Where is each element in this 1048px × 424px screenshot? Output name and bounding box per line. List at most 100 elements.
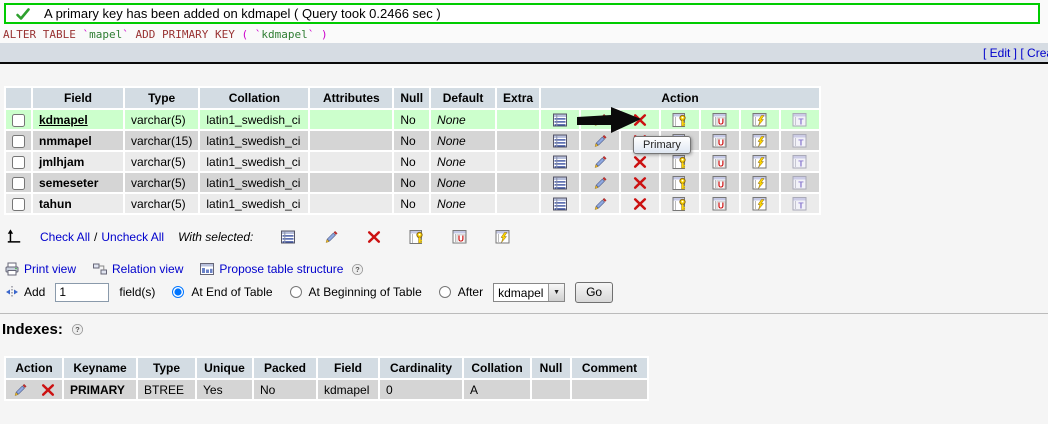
header-type: Type [138,358,195,378]
add-field-bar: Add field(s) At End of Table At Beginnin… [4,281,614,303]
primary-icon[interactable] [672,112,688,128]
select-dropdown-arrow-icon: ▼ [548,283,565,301]
selected-field-value: kdmapel [498,285,544,300]
row-checkbox[interactable] [12,134,25,148]
after-field-select[interactable]: kdmapel ▼ [493,282,566,302]
browse-icon[interactable] [280,229,296,245]
browse-icon[interactable] [552,175,568,191]
change-icon[interactable] [323,229,339,245]
field-extra [497,152,540,171]
index-icon[interactable] [752,175,768,191]
drop-icon[interactable] [632,196,648,212]
primary-icon[interactable] [672,196,688,212]
primary-icon[interactable] [672,175,688,191]
index-icon[interactable] [495,229,511,245]
sql-token: ALTER TABLE [3,28,83,41]
query-links: [ Edit ] [ Create PHP Code ] [983,46,1048,60]
field-null: No [394,173,430,192]
unique-icon[interactable] [712,196,728,212]
index-packed: No [254,380,316,399]
index-cardinality: 0 [380,380,462,399]
unique-icon[interactable] [452,229,468,245]
table-row-kdmapel: kdmapel varchar(5) latin1_swedish_ci No … [6,110,820,129]
header-default: Default [431,88,496,108]
relation-view-link[interactable]: Relation view [112,262,184,276]
fulltext-icon [792,175,808,191]
create-php-code-link[interactable]: [ Create PHP Code ] [1020,46,1048,60]
drop-icon[interactable] [366,229,382,245]
field-name: jmlhjam [33,152,123,171]
add-label: Add [24,285,46,299]
at-beginning-label: At Beginning of Table [308,285,422,299]
header-collation: Collation [200,88,309,108]
change-icon[interactable] [592,154,608,170]
browse-icon[interactable] [552,196,568,212]
field-attributes [310,110,393,129]
browse-icon[interactable] [552,154,568,170]
field-extra [497,194,540,213]
drop-icon[interactable] [632,154,648,170]
at-beginning-radio[interactable] [289,286,302,298]
change-icon[interactable] [592,175,608,191]
print-view-link[interactable]: Print view [24,262,77,276]
field-null: No [394,131,430,150]
unique-icon[interactable] [712,112,728,128]
index-row-primary: PRIMARY BTREE Yes No kdmapel 0 A [6,380,647,399]
field-default: None [431,152,496,171]
unique-icon[interactable] [712,175,728,191]
field-type: varchar(5) [125,110,199,129]
unique-icon[interactable] [712,133,728,149]
index-field: kdmapel [318,380,378,399]
change-icon[interactable] [592,196,608,212]
indexes-title-text: Indexes: [2,321,63,338]
header-action: Action [6,358,62,378]
propose-structure-link[interactable]: Propose table structure [219,262,344,276]
index-unique: Yes [197,380,252,399]
unique-icon[interactable] [712,154,728,170]
uncheck-all-link[interactable]: Uncheck All [101,230,165,244]
drop-icon[interactable] [632,175,648,191]
field-collation: latin1_swedish_ci [200,110,309,129]
fields-label: field(s) [119,285,156,299]
row-checkbox[interactable] [12,197,25,211]
sql-token: ` [82,28,90,41]
arrow-annotation [577,107,641,133]
row-checkbox[interactable] [12,176,25,190]
help-icon[interactable] [351,263,364,276]
index-icon[interactable] [752,133,768,149]
edit-query-link[interactable]: [ Edit ] [983,46,1018,60]
primary-icon[interactable] [409,229,425,245]
go-button[interactable]: Go [575,281,614,303]
field-name: kdmapel [39,112,88,127]
check-all-arrow-icon [6,228,24,246]
row-checkbox[interactable] [12,155,25,169]
drop-index-icon[interactable] [40,382,56,398]
browse-icon[interactable] [552,133,568,149]
index-icon[interactable] [752,112,768,128]
field-name: nmmapel [33,131,123,150]
header-checkbox-col [6,88,31,108]
with-selected-bar: Check All / Uncheck All With selected: [6,227,511,247]
field-count-input[interactable] [55,282,110,302]
index-icon[interactable] [752,196,768,212]
field-name: tahun [33,194,123,213]
header-cardinality: Cardinality [380,358,462,378]
index-actions-cell [6,380,62,399]
after-radio[interactable] [438,286,451,298]
relation-icon [92,261,108,277]
sql-token: ` [254,28,262,41]
index-null [532,380,570,399]
at-end-radio[interactable] [172,286,185,298]
check-all-link[interactable]: Check All [40,230,91,244]
fulltext-icon [792,154,808,170]
field-default: None [431,194,496,213]
edit-index-icon[interactable] [12,382,28,398]
success-message-text: A primary key has been added on kdmapel … [44,6,441,21]
header-type: Type [125,88,199,108]
index-icon[interactable] [752,154,768,170]
help-icon[interactable] [71,323,84,336]
primary-icon[interactable] [672,154,688,170]
row-checkbox[interactable] [12,113,25,127]
browse-icon[interactable] [552,112,568,128]
